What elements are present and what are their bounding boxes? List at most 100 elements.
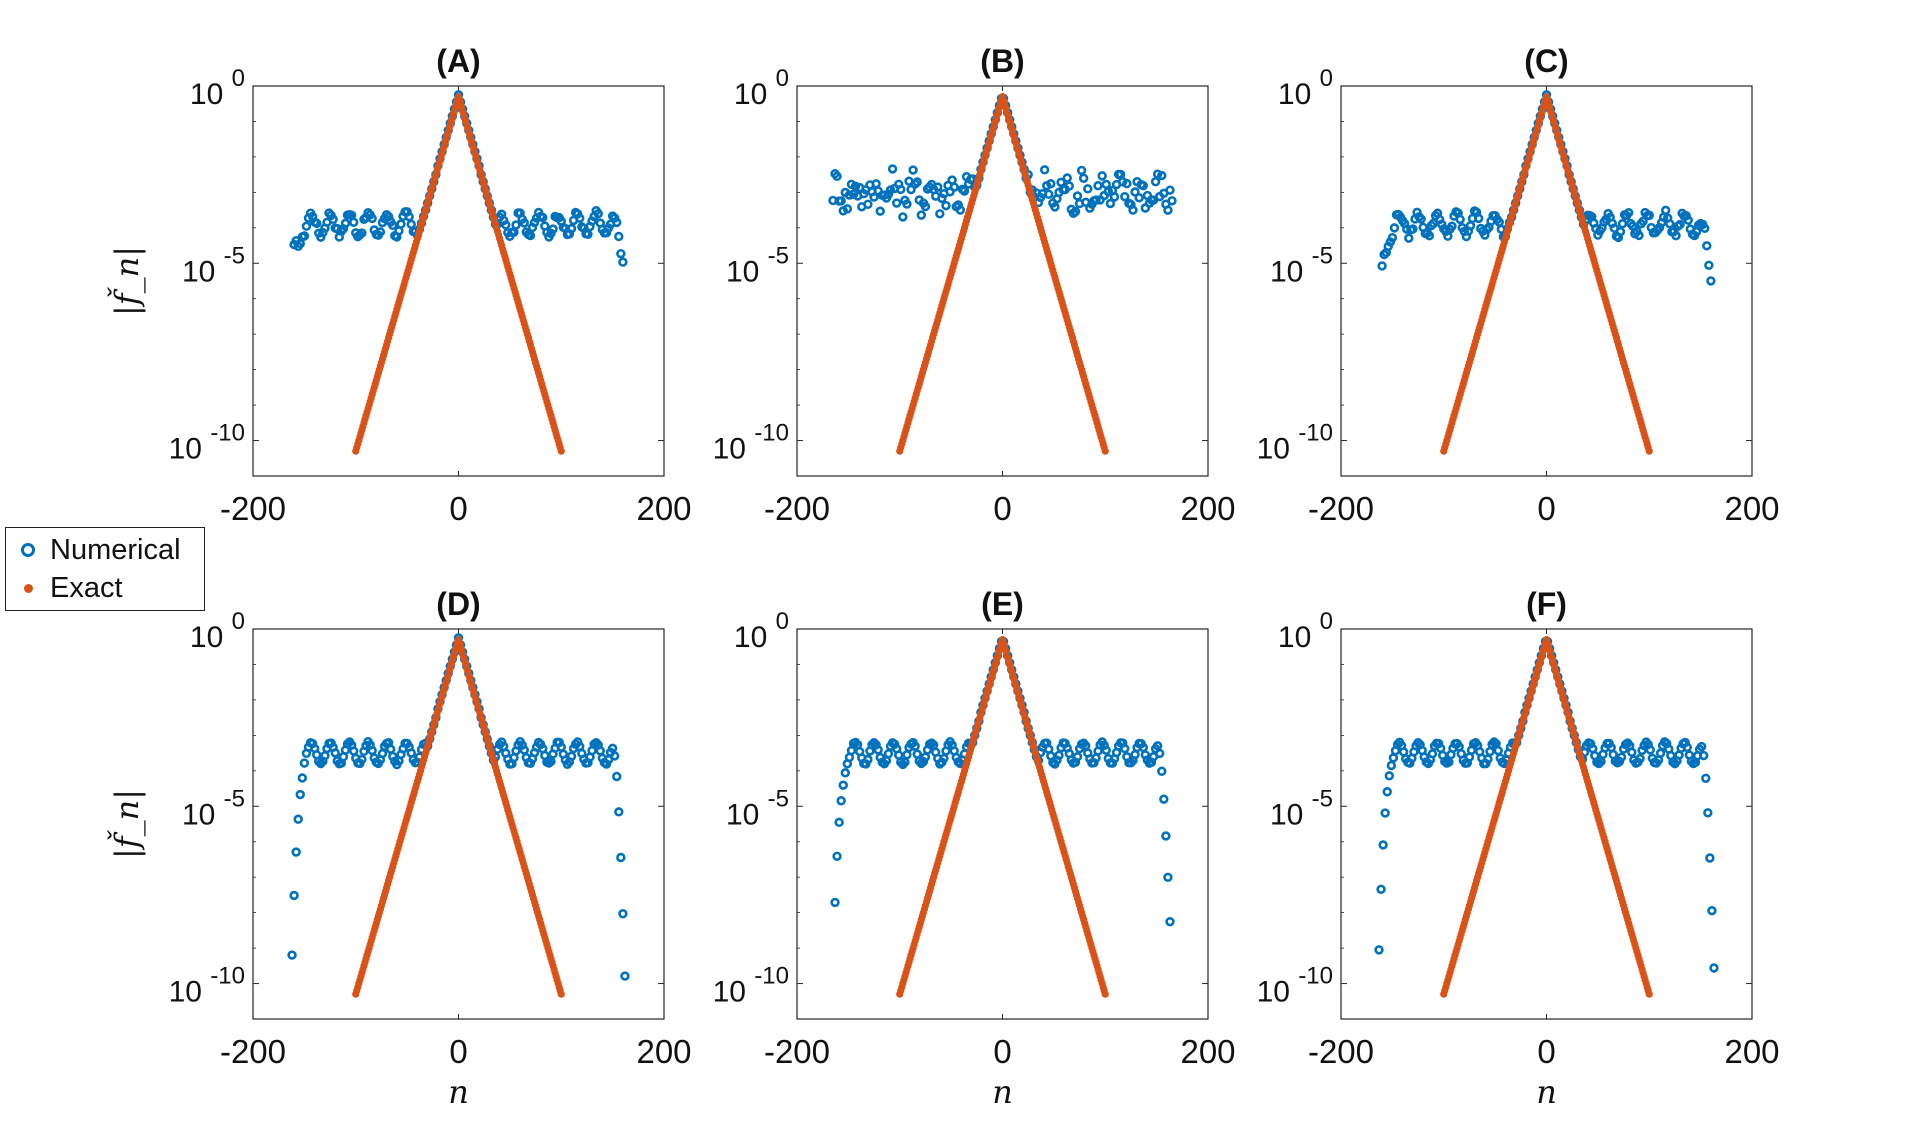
- numerical-point: [875, 206, 885, 216]
- numerical-point: [840, 768, 850, 778]
- y-tick-label: 10 -10: [1257, 963, 1333, 1009]
- numerical-point: [396, 219, 406, 229]
- numerical-point: [1427, 749, 1438, 759]
- numerical-point: [287, 950, 297, 960]
- y-tick-label: 10 -5: [1270, 242, 1333, 288]
- numerical-point: [525, 230, 536, 241]
- panel-e: (E) -200 0 200 10 0 10 -5 10 -10 n: [713, 586, 1236, 1111]
- numerical-point: [883, 749, 894, 759]
- numerical-point: [1072, 191, 1083, 201]
- numerical-point: [1493, 745, 1503, 756]
- numerical-point: [842, 204, 853, 214]
- numerical-point: [1091, 195, 1101, 205]
- axes-box: [252, 85, 665, 477]
- numerical-point: [1167, 196, 1177, 206]
- y-axis-label: |f̌_n|: [107, 246, 146, 316]
- numerical-point: [1150, 177, 1161, 187]
- numerical-point: [1122, 178, 1132, 189]
- numerical-point: [894, 750, 904, 760]
- y-tick-label: 10 -5: [182, 785, 245, 831]
- numerical-point: [612, 771, 622, 782]
- numerical-point: [618, 257, 628, 267]
- numerical-point: [830, 897, 840, 908]
- numerical-point: [1386, 760, 1397, 771]
- axes-box: [796, 85, 1209, 477]
- numerical-point: [941, 200, 951, 211]
- numerical-point: [908, 165, 918, 175]
- y-tick-label: 10 -5: [726, 785, 789, 831]
- plot-area: [828, 93, 1177, 455]
- numerical-point: [1078, 173, 1089, 183]
- numerical-point: [297, 773, 308, 783]
- numerical-point: [299, 758, 310, 768]
- numerical-point: [614, 807, 624, 817]
- numerical-point: [1384, 771, 1394, 781]
- numerical-point: [295, 789, 305, 800]
- numerical-point: [1704, 260, 1714, 270]
- numerical-point: [1159, 794, 1169, 804]
- numerical-point: [1165, 185, 1175, 195]
- numerical-point: [609, 751, 620, 761]
- numerical-point: [949, 182, 959, 192]
- legend-label-numerical: Numerical: [50, 533, 181, 566]
- panel-title: (A): [436, 43, 480, 79]
- legend: Numerical Exact: [5, 527, 205, 611]
- numerical-point: [1155, 748, 1165, 759]
- numerical-point: [920, 752, 931, 762]
- numerical-point: [1054, 750, 1064, 760]
- numerical-point: [616, 248, 626, 259]
- numerical-point: [896, 184, 906, 195]
- panel-title: (B): [980, 43, 1024, 79]
- numerical-point: [1377, 261, 1387, 271]
- numerical-point: [1044, 189, 1054, 199]
- numerical-point: [1705, 853, 1715, 863]
- y-tick-label: 10 -10: [713, 420, 789, 466]
- numerical-point: [1378, 840, 1388, 850]
- numerical-point: [1376, 884, 1386, 894]
- numerical-point: [1696, 741, 1707, 752]
- y-tick-label: 10 0: [734, 608, 789, 654]
- y-tick-label: 10 -5: [182, 242, 245, 288]
- numerical-point: [1404, 233, 1414, 243]
- numerical-point: [836, 196, 846, 206]
- numerical-point: [1120, 743, 1130, 754]
- numerical-point: [612, 217, 622, 228]
- numerical-point: [1424, 231, 1435, 241]
- y-tick-label: 10 -5: [1270, 785, 1333, 831]
- numerical-point: [566, 751, 577, 761]
- panel-a: (A) -200 0 200 10 0 10 -5 10 -10 |f̌_n|: [107, 43, 691, 527]
- legend-entry-numerical: Numerical: [16, 532, 181, 568]
- numerical-point: [328, 214, 338, 225]
- x-tick-label: -200: [220, 490, 286, 527]
- numerical-point: [406, 219, 416, 230]
- x-tick-label: 0: [449, 1033, 467, 1070]
- numerical-point: [1701, 773, 1711, 783]
- numerical-point: [1616, 752, 1627, 762]
- numerical-point: [1709, 963, 1719, 973]
- numerical-point: [1101, 745, 1111, 755]
- numerical-point: [1473, 213, 1484, 224]
- numerical-point: [1161, 831, 1171, 841]
- x-tick-label: 0: [1537, 490, 1555, 527]
- exact-point: [1101, 447, 1109, 455]
- panel-title: (C): [1524, 43, 1568, 79]
- numerical-point: [511, 220, 521, 230]
- numerical-point: [1665, 219, 1675, 229]
- numerical-point: [1120, 191, 1130, 202]
- numerical-point: [1699, 750, 1709, 761]
- y-tick-label: 10 0: [1278, 65, 1333, 111]
- x-tick-label: -200: [1308, 490, 1374, 527]
- panel-title: (D): [436, 586, 480, 622]
- numerical-point: [385, 744, 396, 755]
- numerical-point: [1138, 181, 1148, 191]
- y-tick-label: 10 0: [190, 608, 245, 654]
- numerical-point: [844, 190, 855, 200]
- numerical-point: [538, 212, 548, 223]
- numerical-point: [955, 205, 966, 215]
- numerical-point: [1380, 808, 1390, 818]
- numerical-point: [1703, 808, 1713, 818]
- x-tick-label: -200: [764, 1033, 830, 1070]
- numerical-point: [887, 164, 898, 174]
- numerical-point: [566, 223, 577, 234]
- numerical-point: [1115, 169, 1126, 180]
